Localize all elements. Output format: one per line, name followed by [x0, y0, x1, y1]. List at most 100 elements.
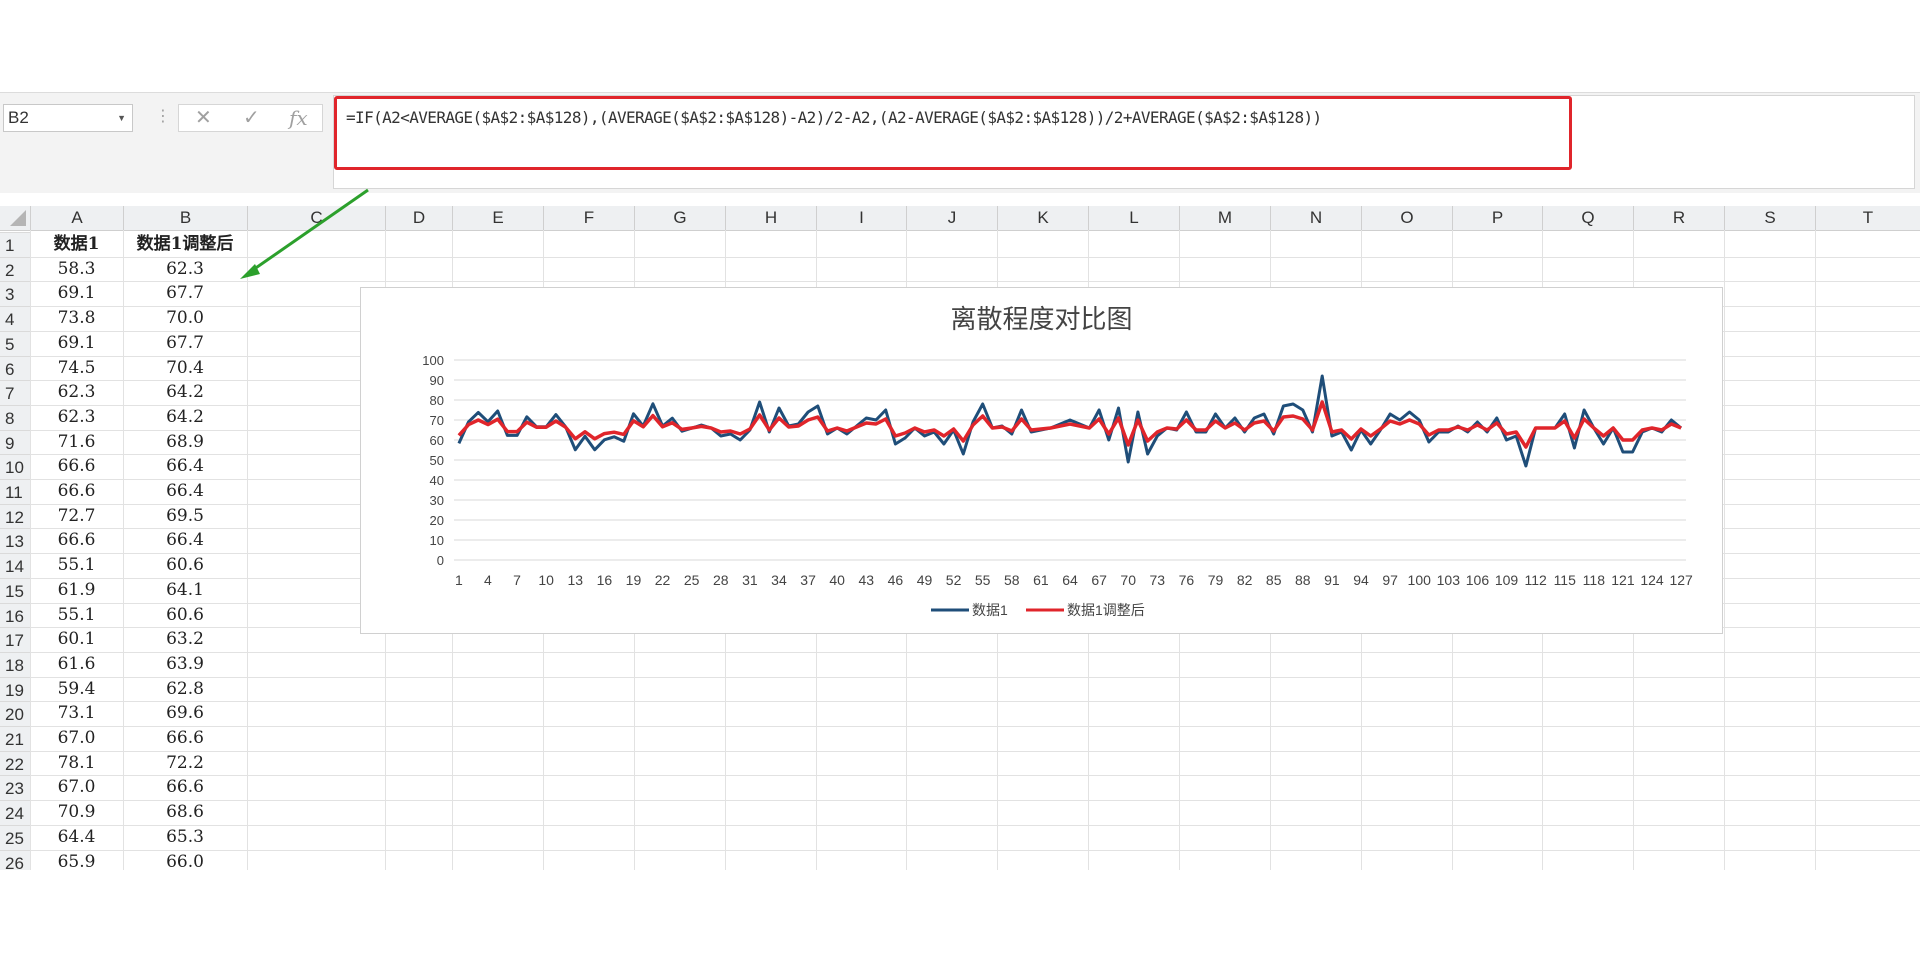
row-header-10[interactable]: 10	[0, 454, 30, 480]
column-header-s[interactable]: S	[1724, 206, 1815, 230]
cell-a17[interactable]: 60.1	[57, 629, 96, 650]
cell-b22[interactable]: 72.2	[166, 752, 204, 773]
column-header-e[interactable]: E	[452, 206, 543, 230]
column-header-d[interactable]: D	[385, 206, 452, 230]
cell-a12[interactable]: 72.7	[57, 505, 96, 526]
row-header-12[interactable]: 12	[0, 503, 30, 529]
select-all-corner[interactable]	[0, 206, 30, 230]
row-header-11[interactable]: 11	[0, 479, 30, 504]
cell-b5[interactable]: 67.7	[166, 332, 204, 353]
column-header-b[interactable]: B	[123, 206, 247, 230]
cancel-icon[interactable]: ✕	[195, 107, 212, 129]
row-header-20[interactable]: 20	[0, 701, 30, 727]
cell-a5[interactable]: 69.1	[57, 332, 96, 353]
cell-a3[interactable]: 69.1	[57, 283, 96, 304]
row-header-24[interactable]: 24	[0, 800, 30, 826]
column-header-h[interactable]: H	[725, 206, 816, 230]
column-header-l[interactable]: L	[1088, 206, 1179, 230]
formula-text[interactable]: =IF(A2<AVERAGE($A$2:$A$128),(AVERAGE($A$…	[346, 108, 1322, 127]
cell-b2[interactable]: 62.3	[166, 258, 204, 279]
cell-b15[interactable]: 64.1	[166, 579, 204, 600]
formula-input[interactable]	[333, 95, 1915, 189]
column-header-f[interactable]: F	[543, 206, 634, 230]
cell-b21[interactable]: 66.6	[166, 728, 204, 748]
cell-a23[interactable]: 67.0	[57, 777, 96, 798]
cell-a25[interactable]: 64.4	[57, 826, 96, 847]
column-header-i[interactable]: I	[816, 206, 906, 230]
cell-a15[interactable]: 61.9	[57, 579, 96, 600]
cell-a24[interactable]: 70.9	[57, 802, 96, 823]
row-header-23[interactable]: 23	[0, 775, 30, 801]
row-header-3[interactable]: 3	[0, 281, 30, 307]
cell-b9[interactable]: 68.9	[166, 431, 204, 452]
cell-b10[interactable]: 66.4	[166, 456, 204, 477]
row-header-6[interactable]: 6	[0, 355, 30, 381]
row-header-1[interactable]: 1	[0, 232, 30, 257]
row-header-4[interactable]: 4	[0, 306, 30, 332]
cell-a20[interactable]: 73.1	[57, 703, 96, 724]
row-header-22[interactable]: 22	[0, 750, 30, 776]
column-header-o[interactable]: O	[1361, 206, 1452, 230]
cell-b23[interactable]: 66.6	[166, 777, 204, 798]
row-header-7[interactable]: 7	[0, 380, 30, 406]
cell-b8[interactable]: 64.2	[166, 406, 204, 427]
cell-a22[interactable]: 78.1	[57, 752, 96, 773]
cell-a26[interactable]: 65.9	[57, 851, 96, 872]
row-header-2[interactable]: 2	[0, 256, 30, 282]
chevron-down-icon[interactable]: ▼	[117, 113, 126, 123]
row-header-17[interactable]: 17	[0, 627, 30, 653]
row-header-5[interactable]: 5	[0, 330, 30, 356]
cell-a7[interactable]: 62.3	[57, 382, 96, 403]
cell-b1-header[interactable]: 数据1调整后	[136, 234, 234, 254]
row-header-25[interactable]: 25	[0, 824, 30, 850]
drag-handle-icon[interactable]: ⋮	[155, 108, 171, 125]
row-header-9[interactable]: 9	[0, 429, 30, 455]
column-header-m[interactable]: M	[1179, 206, 1270, 230]
enter-icon[interactable]: ✓	[243, 107, 260, 129]
column-header-t[interactable]: T	[1815, 206, 1920, 230]
cell-a1-header[interactable]: 数据1	[53, 234, 100, 254]
column-header-c[interactable]: C	[247, 206, 385, 230]
cell-b14[interactable]: 60.6	[166, 555, 204, 576]
cell-a8[interactable]: 62.3	[57, 406, 96, 427]
cell-a14[interactable]: 55.1	[57, 555, 96, 576]
column-header-p[interactable]: P	[1452, 206, 1542, 230]
cell-b19[interactable]: 62.8	[166, 678, 204, 699]
cell-b26[interactable]: 66.0	[166, 851, 204, 872]
column-header-n[interactable]: N	[1270, 206, 1361, 230]
cell-a21[interactable]: 67.0	[57, 728, 96, 748]
column-header-g[interactable]: G	[634, 206, 725, 230]
cell-a6[interactable]: 74.5	[57, 357, 96, 378]
cell-b13[interactable]: 66.4	[166, 530, 204, 551]
row-header-16[interactable]: 16	[0, 602, 30, 628]
cell-a2[interactable]: 58.3	[57, 258, 96, 279]
cell-b4[interactable]: 70.0	[166, 308, 204, 329]
row-header-13[interactable]: 13	[0, 528, 30, 554]
insert-function-icon[interactable]: fx	[289, 106, 308, 130]
cell-a13[interactable]: 66.6	[57, 530, 96, 551]
row-header-19[interactable]: 19	[0, 676, 30, 702]
row-header-15[interactable]: 15	[0, 577, 30, 603]
row-header-18[interactable]: 18	[0, 651, 30, 677]
cell-a16[interactable]: 55.1	[57, 604, 96, 625]
cell-a4[interactable]: 73.8	[57, 308, 96, 329]
cell-b16[interactable]: 60.6	[166, 604, 204, 625]
cell-a18[interactable]: 61.6	[57, 653, 96, 674]
cell-b12[interactable]: 69.5	[166, 505, 204, 526]
column-header-r[interactable]: R	[1633, 206, 1724, 230]
chart-container[interactable]: 离散程度对比图 0 10 20 30 40 50 60 70 80 90 100 1 4 7 10 13 16 19…	[360, 287, 1723, 634]
column-header-a[interactable]: A	[30, 206, 123, 230]
cell-b3[interactable]: 67.7	[166, 283, 204, 304]
row-header-8[interactable]: 8	[0, 404, 30, 430]
cell-b6[interactable]: 70.4	[166, 357, 204, 378]
cell-a9[interactable]: 71.6	[57, 431, 96, 452]
cell-a11[interactable]: 66.6	[57, 481, 96, 501]
column-header-k[interactable]: K	[997, 206, 1088, 230]
column-header-j[interactable]: J	[906, 206, 997, 230]
name-box[interactable]: B2 ▼	[3, 104, 133, 132]
cell-b18[interactable]: 63.9	[166, 653, 204, 674]
cell-a10[interactable]: 66.6	[57, 456, 96, 477]
cell-a19[interactable]: 59.4	[57, 678, 96, 699]
column-header-q[interactable]: Q	[1542, 206, 1633, 230]
cell-b20[interactable]: 69.6	[166, 703, 204, 724]
